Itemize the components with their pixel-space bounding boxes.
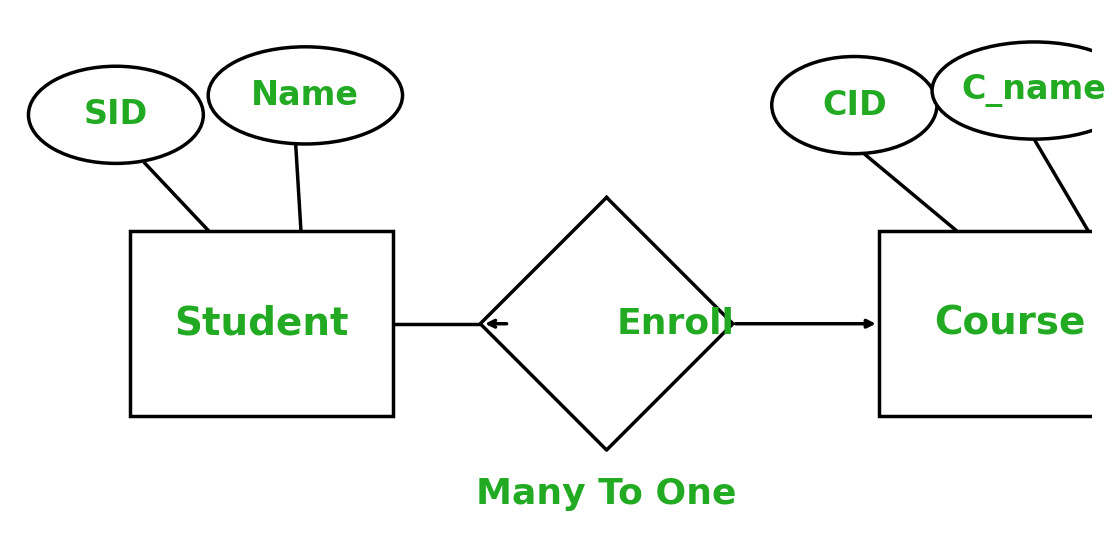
Text: Enroll: Enroll <box>616 307 735 340</box>
Text: CID: CID <box>822 88 887 122</box>
Text: Course: Course <box>934 305 1085 343</box>
Ellipse shape <box>208 47 402 144</box>
Text: Student: Student <box>175 305 349 343</box>
Text: Name: Name <box>251 79 360 112</box>
Bar <box>878 231 1120 416</box>
Text: C_name: C_name <box>962 74 1107 107</box>
Ellipse shape <box>772 57 937 153</box>
Text: SID: SID <box>84 99 148 132</box>
Ellipse shape <box>932 42 1120 139</box>
Ellipse shape <box>28 66 204 164</box>
Text: Many To One: Many To One <box>476 477 737 511</box>
Bar <box>130 231 393 416</box>
